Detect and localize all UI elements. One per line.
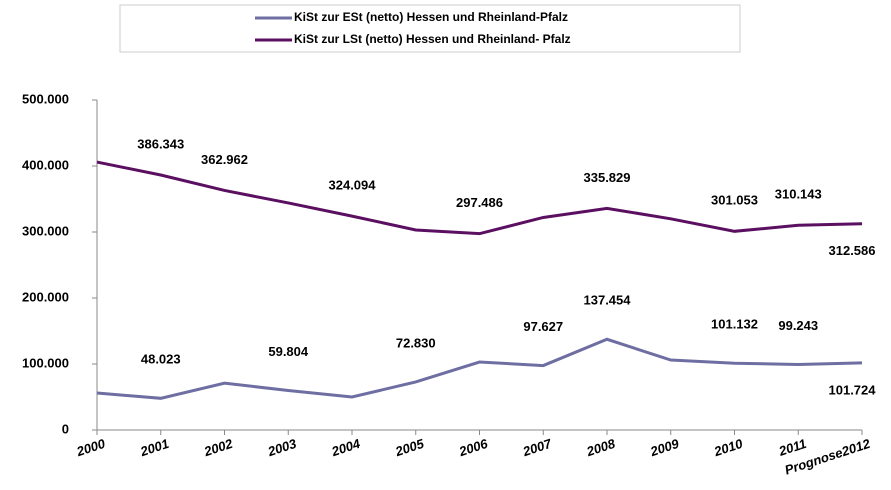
y-tick-label: 300.000 <box>22 223 69 238</box>
data-label: 97.627 <box>523 319 563 334</box>
legend-text: KiSt zur LSt (netto) Hessen und Rheinlan… <box>294 32 571 46</box>
data-label: 362.962 <box>201 152 248 167</box>
x-tick-label: 2004 <box>329 436 363 460</box>
series-line <box>96 160 863 236</box>
data-label: 101.132 <box>711 317 758 332</box>
data-label: 310.143 <box>775 187 822 202</box>
data-label: 297.486 <box>456 195 503 210</box>
data-label: 99.243 <box>778 318 818 333</box>
data-label: 101.724 <box>829 382 877 397</box>
series-line <box>96 337 863 400</box>
data-label: 335.829 <box>584 170 631 185</box>
legend-text: KiSt zur ESt (netto) Hessen und Rheinlan… <box>294 10 568 24</box>
data-label: 137.454 <box>584 293 632 308</box>
data-label: 324.094 <box>329 178 377 193</box>
x-tick-label: 2011 <box>776 436 808 459</box>
data-label: 72.830 <box>396 335 436 350</box>
x-tick-label: 2008 <box>584 436 618 460</box>
y-tick-label: 0 <box>62 421 69 436</box>
x-tick-label: 2005 <box>393 436 427 460</box>
y-tick-label: 100.000 <box>22 355 69 370</box>
x-tick-label: 2000 <box>74 436 108 460</box>
x-tick-label: 2007 <box>520 436 554 460</box>
x-tick-label: 2010 <box>711 436 745 460</box>
x-tick-label: 2003 <box>265 436 299 460</box>
x-tick-label: 2001 <box>138 436 171 460</box>
y-tick-label: 200.000 <box>22 289 69 304</box>
legend-box <box>119 4 741 53</box>
data-label: 59.804 <box>268 344 309 359</box>
x-tick-label: 2006 <box>456 436 490 460</box>
y-tick-label: 400.000 <box>22 157 69 172</box>
x-tick-label: 2002 <box>201 436 235 460</box>
data-label: 48.023 <box>141 352 181 367</box>
x-tick-label: 2009 <box>648 436 682 460</box>
y-tick-label: 500.000 <box>22 91 69 106</box>
data-label: 301.053 <box>711 193 758 208</box>
data-label: 386.343 <box>137 136 184 151</box>
data-label: 312.586 <box>829 243 876 258</box>
